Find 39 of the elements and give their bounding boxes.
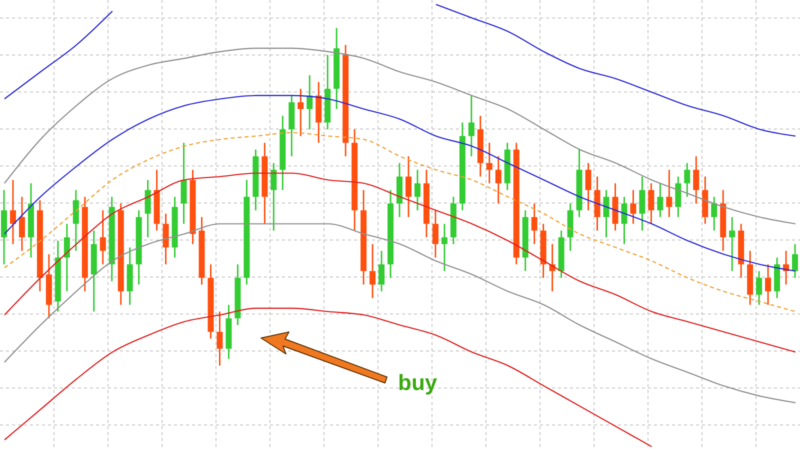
candlestick [370, 243, 376, 299]
candlestick [792, 243, 798, 279]
candlestick [72, 189, 79, 252]
candlestick [64, 223, 70, 292]
candlestick [441, 223, 448, 272]
candlestick [675, 176, 682, 218]
candlestick [639, 176, 646, 232]
candlestick [414, 169, 420, 212]
text: buy [398, 370, 438, 396]
candlestick [693, 156, 700, 204]
candlestick [162, 212, 169, 266]
candlestick [432, 210, 438, 258]
candlestick [10, 179, 16, 245]
candlestick [18, 196, 25, 252]
candlestick [100, 210, 106, 266]
candlestick [405, 156, 412, 218]
candlestick [531, 202, 538, 245]
candlestick [603, 189, 610, 238]
candlestick [729, 216, 736, 272]
candlestick [666, 169, 672, 218]
candlestick [180, 142, 187, 225]
candlestick [270, 162, 277, 232]
candlestick [684, 162, 690, 198]
candlestick [648, 182, 654, 225]
candlestick [486, 142, 492, 184]
candlestick [144, 179, 151, 238]
candlestick [630, 189, 636, 225]
candlestick [468, 94, 474, 158]
candlestick [495, 156, 502, 204]
candlestick [657, 182, 664, 218]
candlestick [298, 88, 304, 137]
candlestick [756, 270, 762, 306]
candlestick [585, 162, 592, 212]
candlestick [765, 264, 772, 306]
candlestick [621, 196, 628, 245]
candlestick [711, 196, 718, 232]
candlestick [306, 74, 313, 130]
candlestick [216, 310, 223, 366]
candlestick [378, 250, 385, 292]
